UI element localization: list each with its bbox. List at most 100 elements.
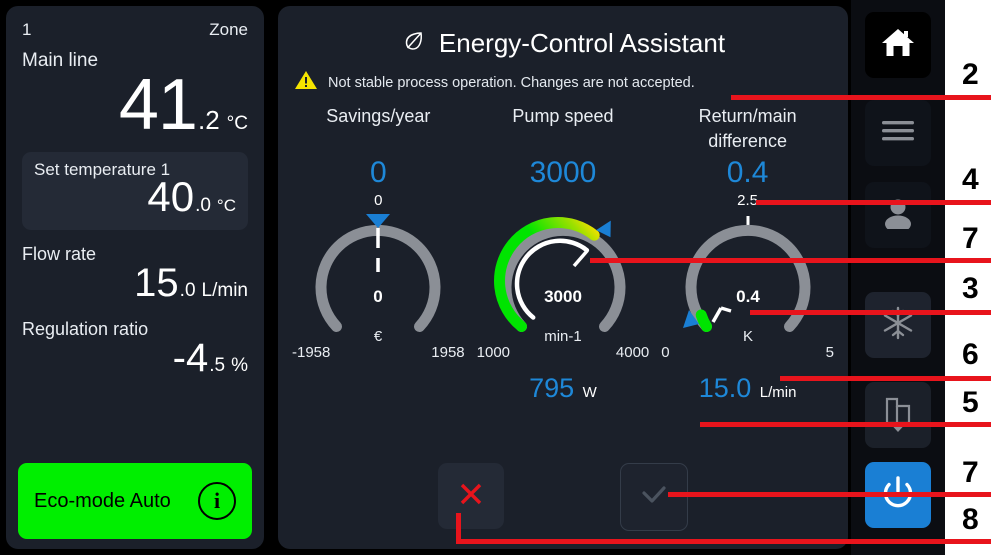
checkmark-icon bbox=[639, 482, 669, 513]
annotation-number-2: 2 bbox=[962, 58, 979, 91]
annotation-line-3 bbox=[750, 310, 991, 315]
summary-values-row: 795 W 15.0 L/min bbox=[278, 373, 848, 404]
gauge-max-label: 5 bbox=[825, 344, 834, 361]
regulation-ratio-value-row: -4 .5 % bbox=[22, 336, 248, 380]
power-icon bbox=[880, 475, 916, 516]
gauge-title-line2: difference bbox=[708, 131, 787, 151]
main-line-value: 41 bbox=[118, 65, 198, 145]
gauge-title: Return/main difference bbox=[655, 104, 840, 154]
info-icon[interactable]: i bbox=[198, 482, 236, 520]
gauge-min-label: 1000 bbox=[476, 344, 511, 361]
panel-title-row: Energy-Control Assistant bbox=[278, 28, 848, 59]
gauge-value: 0 bbox=[369, 156, 387, 189]
gauge-return-main-difference[interactable]: Return/main difference 0.4 2.5 bbox=[655, 104, 840, 361]
flow-rate-unit: L/min bbox=[201, 280, 248, 301]
annotation-number-8: 8 bbox=[962, 503, 979, 536]
flow-rate-decimal: .0 bbox=[179, 280, 196, 301]
gauge-unit: € bbox=[374, 328, 383, 345]
power-consumption-value: 795 W bbox=[471, 373, 656, 404]
annotation-line-8-vertical bbox=[456, 513, 461, 544]
gauge-unit: min-1 bbox=[544, 328, 582, 345]
gauge-unit: K bbox=[743, 328, 753, 345]
cancel-button[interactable] bbox=[438, 463, 504, 529]
close-x-icon bbox=[458, 481, 484, 512]
leaf-icon bbox=[401, 28, 427, 59]
gauge-center-value: 0.4 bbox=[736, 287, 760, 306]
eco-mode-label: Eco-mode Auto bbox=[34, 489, 171, 512]
gauge-dial: 0 € bbox=[286, 210, 471, 360]
gauge-center-value: 0 bbox=[374, 287, 383, 306]
warning-banner: Not stable process operation. Changes ar… bbox=[294, 69, 848, 96]
gauge-top-tick: 2.5 bbox=[737, 192, 759, 209]
home-icon bbox=[879, 25, 917, 66]
regulation-ratio-value: -4 bbox=[172, 336, 209, 380]
power-unit: W bbox=[582, 384, 597, 401]
main-line-value-row: 41 .2 °C bbox=[22, 66, 248, 144]
gauge-dial: 0.4 K bbox=[655, 210, 840, 360]
power-number: 795 bbox=[529, 373, 575, 403]
gauge-savings-per-year[interactable]: Savings/year 0 0 0 € bbox=[286, 104, 471, 361]
set-temperature-card[interactable]: Set temperature 1 40 .0 °C bbox=[22, 152, 248, 230]
gauge-range: 1000 4000 bbox=[471, 344, 656, 361]
gauge-title: Savings/year bbox=[326, 106, 431, 126]
confirm-button[interactable] bbox=[620, 463, 688, 531]
flow-rate-value: 15 bbox=[134, 261, 179, 305]
annotation-line-4 bbox=[756, 200, 991, 205]
zone-number: 1 bbox=[22, 20, 32, 39]
flow-value: 15.0 L/min bbox=[655, 373, 840, 404]
left-status-panel: 1 Zone Main line 41 .2 °C Set temperatur… bbox=[6, 6, 264, 549]
sidebar-item-zone-select[interactable] bbox=[865, 382, 931, 448]
annotation-line-5 bbox=[700, 422, 991, 427]
gauge-min-label: 0 bbox=[661, 344, 670, 361]
annotation-line-6 bbox=[780, 376, 991, 381]
main-line-decimal: .2 bbox=[197, 105, 220, 135]
regulation-ratio-metric: Regulation ratio -4 .5 % bbox=[22, 319, 248, 380]
flow-rate-metric: Flow rate 15 .0 L/min bbox=[22, 244, 248, 305]
annotation-number-3: 3 bbox=[962, 272, 979, 305]
annotation-number-5: 5 bbox=[962, 386, 979, 419]
gauge-title: Pump speed bbox=[512, 106, 614, 126]
page-title: Energy-Control Assistant bbox=[438, 28, 726, 58]
flow-rate-label: Flow rate bbox=[22, 244, 97, 264]
set-temperature-decimal: .0 bbox=[195, 195, 211, 216]
regulation-ratio-decimal: .5 bbox=[209, 355, 226, 376]
zone-header: 1 Zone bbox=[22, 20, 248, 40]
eco-mode-button[interactable]: Eco-mode Auto i bbox=[18, 463, 252, 539]
main-line-unit: °C bbox=[226, 113, 248, 134]
device-screen: 1 Zone Main line 41 .2 °C Set temperatur… bbox=[6, 0, 991, 555]
zone-plan-icon bbox=[879, 393, 917, 438]
annotation-number-4: 4 bbox=[962, 163, 979, 196]
sidebar-item-cooling[interactable] bbox=[865, 292, 931, 358]
zone-label: Zone bbox=[209, 20, 248, 39]
main-line-label: Main line bbox=[22, 50, 99, 71]
annotation-margin bbox=[945, 0, 991, 555]
gauge-max-label: 4000 bbox=[615, 344, 650, 361]
gauge-title-line1: Return/main bbox=[698, 106, 797, 126]
gauge-max-label: 1958 bbox=[431, 344, 465, 361]
right-sidebar bbox=[851, 0, 945, 555]
gauge-row: Savings/year 0 0 0 € bbox=[278, 104, 848, 361]
flow-rate-value-row: 15 .0 L/min bbox=[22, 261, 248, 305]
hamburger-menu-icon bbox=[880, 118, 916, 149]
annotation-number-6: 6 bbox=[962, 338, 979, 371]
warning-message: Not stable process operation. Changes ar… bbox=[328, 74, 695, 91]
gauge-dial: 3000 min-1 bbox=[471, 210, 656, 360]
set-temperature-label: Set temperature 1 bbox=[34, 160, 171, 179]
annotation-line-8 bbox=[456, 539, 991, 544]
sidebar-item-user[interactable] bbox=[865, 182, 931, 248]
regulation-ratio-label: Regulation ratio bbox=[22, 319, 149, 339]
set-temperature-value: 40 bbox=[147, 173, 195, 220]
gauge-pump-speed[interactable]: Pump speed 3000 bbox=[471, 104, 656, 361]
gauge-range: -1958 1958 bbox=[286, 344, 471, 361]
annotation-line-7-upper bbox=[590, 258, 991, 263]
annotation-line-7-lower bbox=[668, 492, 991, 497]
annotation-line-2 bbox=[731, 95, 991, 100]
sidebar-item-home[interactable] bbox=[865, 12, 931, 78]
annotation-number-7-upper: 7 bbox=[962, 222, 979, 255]
gauge-min-label: -1958 bbox=[292, 344, 331, 361]
gauge-top-tick bbox=[471, 192, 656, 210]
sidebar-item-menu[interactable] bbox=[865, 100, 931, 166]
gauge-top-tick: 0 bbox=[374, 192, 383, 209]
flow-number: 15.0 bbox=[698, 373, 752, 403]
gauge-range: 0 5 bbox=[655, 344, 840, 361]
